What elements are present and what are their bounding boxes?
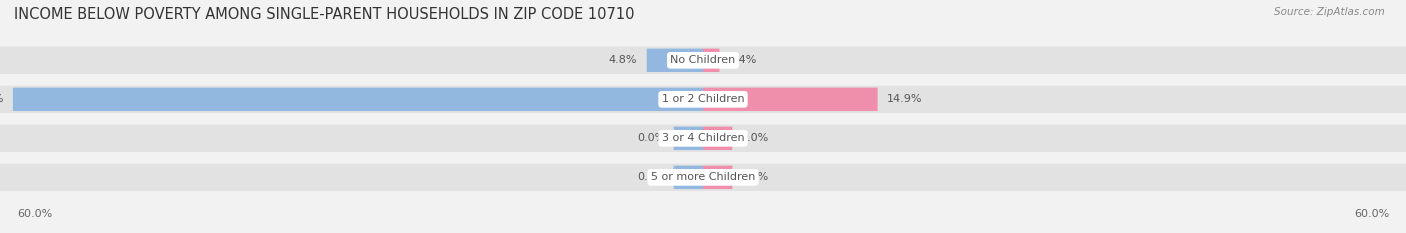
Text: 0.0%: 0.0% — [637, 172, 665, 182]
Text: 0.0%: 0.0% — [741, 172, 769, 182]
Text: 0.0%: 0.0% — [637, 133, 665, 143]
Text: 1 or 2 Children: 1 or 2 Children — [662, 94, 744, 104]
FancyBboxPatch shape — [13, 88, 703, 111]
FancyBboxPatch shape — [703, 47, 1406, 74]
Text: 60.0%: 60.0% — [1354, 209, 1389, 219]
FancyBboxPatch shape — [0, 86, 703, 113]
FancyBboxPatch shape — [0, 47, 703, 74]
Text: INCOME BELOW POVERTY AMONG SINGLE-PARENT HOUSEHOLDS IN ZIP CODE 10710: INCOME BELOW POVERTY AMONG SINGLE-PARENT… — [14, 7, 634, 22]
Text: 14.9%: 14.9% — [887, 94, 922, 104]
FancyBboxPatch shape — [647, 49, 703, 72]
Text: 5 or more Children: 5 or more Children — [651, 172, 755, 182]
Text: 58.9%: 58.9% — [0, 94, 3, 104]
FancyBboxPatch shape — [673, 166, 703, 189]
Text: 1.4%: 1.4% — [728, 55, 758, 65]
FancyBboxPatch shape — [703, 166, 733, 189]
FancyBboxPatch shape — [703, 86, 1406, 113]
FancyBboxPatch shape — [703, 49, 720, 72]
Text: 4.8%: 4.8% — [609, 55, 637, 65]
FancyBboxPatch shape — [0, 164, 703, 191]
FancyBboxPatch shape — [703, 127, 733, 150]
FancyBboxPatch shape — [703, 88, 877, 111]
Text: No Children: No Children — [671, 55, 735, 65]
FancyBboxPatch shape — [0, 125, 703, 152]
FancyBboxPatch shape — [703, 125, 1406, 152]
Text: 60.0%: 60.0% — [17, 209, 52, 219]
FancyBboxPatch shape — [703, 164, 1406, 191]
Text: Source: ZipAtlas.com: Source: ZipAtlas.com — [1274, 7, 1385, 17]
FancyBboxPatch shape — [673, 127, 703, 150]
Text: 0.0%: 0.0% — [741, 133, 769, 143]
Text: 3 or 4 Children: 3 or 4 Children — [662, 133, 744, 143]
